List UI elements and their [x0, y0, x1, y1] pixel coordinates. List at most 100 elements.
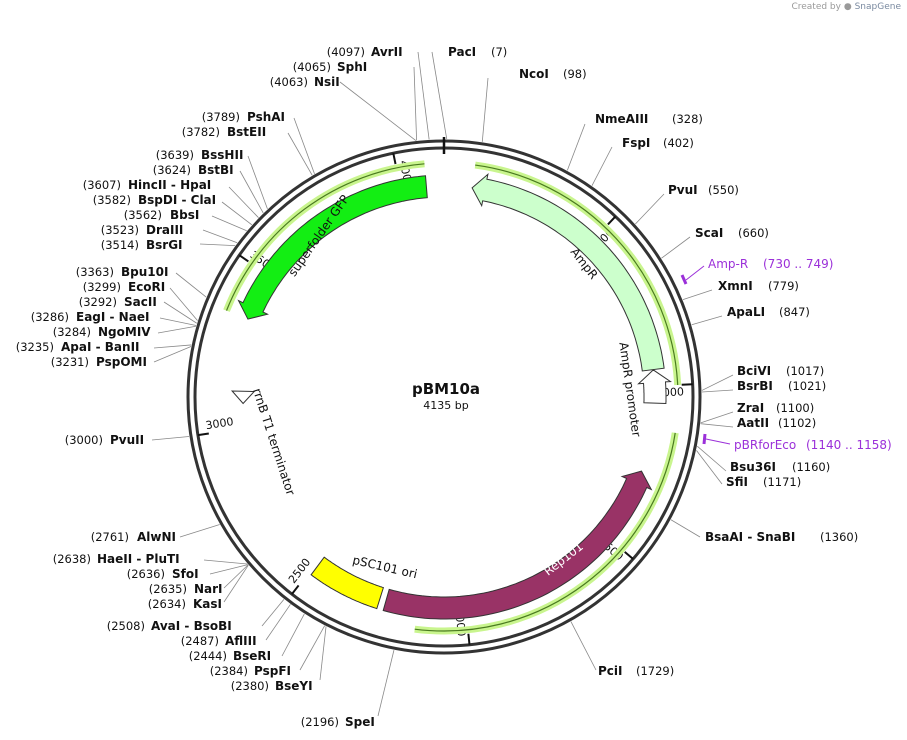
site-bseri[interactable]: (2444) BseRI [189, 649, 271, 663]
plasmid-name: pBM10a [412, 380, 480, 398]
site-bstbi[interactable]: (3624) BstBI [153, 163, 234, 177]
site-hincii-hpai[interactable]: (3607) HincII - HpaI [83, 178, 212, 192]
site-ncoi-pos: (98) [563, 67, 587, 81]
site-leader-4 [481, 77, 489, 142]
site-bseyi[interactable]: (2380) BseYI [231, 679, 313, 693]
site-pvui[interactable]: PvuI (550) [668, 183, 739, 197]
site-bsu36i[interactable]: Bsu36I (1160) [730, 460, 830, 474]
site-leader-24 [261, 599, 285, 627]
primer-amp-r-name: Amp-R [708, 257, 748, 271]
site-pspomi[interactable]: (3231) PspOMI [51, 355, 147, 369]
site-fspi[interactable]: FspI (402) [622, 136, 694, 150]
site-pvui-name: PvuI [668, 183, 698, 197]
site-bpu10i[interactable]: (3363) Bpu10I [76, 265, 169, 279]
site-bseri-name: BseRI [233, 649, 271, 663]
feature-label-psc101-ori: pSC101 ori [351, 553, 418, 581]
site-draiii[interactable]: (3523) DraIII [101, 223, 184, 237]
feature-rrnb-terminator[interactable] [230, 390, 256, 405]
site-alwni[interactable]: (2761) AlwNI [91, 530, 176, 544]
site-aatii[interactable]: AatII (1102) [737, 416, 816, 430]
site-avai-bsobi[interactable]: (2508) AvaI - BsoBI [107, 619, 232, 633]
primer-pbrforeco[interactable]: pBRforEco (1140 .. 1158) [702, 433, 892, 452]
feature-arrows [223, 160, 682, 635]
site-ncoi[interactable]: NcoI (98) [519, 67, 587, 81]
site-zrai[interactable]: ZraI (1100) [737, 401, 814, 415]
site-avrii-name: AvrII [371, 45, 403, 59]
site-eagi-naei[interactable]: (3286) EagI - NaeI [31, 310, 150, 324]
site-afliii[interactable]: (2487) AflIII [181, 634, 257, 648]
site-xmni[interactable]: XmnI (779) [718, 279, 799, 293]
site-pspfi-name: PspFI [254, 664, 291, 678]
site-bsshii-pos: (3639) [156, 148, 194, 162]
feature-ampr[interactable] [471, 172, 665, 372]
site-fspi-pos: (402) [663, 136, 694, 150]
site-pspfi[interactable]: (2384) PspFI [210, 664, 291, 678]
site-leader-42 [228, 186, 259, 218]
site-pshai[interactable]: (3789) PshAI [202, 110, 285, 124]
site-pvui-pos: (550) [708, 183, 739, 197]
site-scai[interactable]: ScaI (660) [695, 226, 769, 240]
site-paci[interactable]: PacI (7) [448, 45, 507, 59]
site-leader-20 [319, 626, 327, 681]
feature-superfolder-gfp[interactable] [237, 175, 428, 320]
site-sacii[interactable]: (3292) SacII [79, 295, 157, 309]
site-haeii-pluti[interactable]: (2638) HaeII - PluTI [53, 552, 180, 566]
tick-4000 [392, 153, 397, 165]
site-bbsi[interactable]: (3562) BbsI [124, 208, 200, 222]
primer-amp-r-range: (730 .. 749) [763, 257, 833, 271]
primer-amp-r[interactable]: Amp-R (730 .. 749) [680, 257, 833, 285]
site-fspi-name: FspI [622, 136, 650, 150]
site-sphi-pos: (4065) [293, 60, 331, 74]
site-pspomi-pos: (3231) [51, 355, 89, 369]
primer-pbrforeco-mark [702, 433, 707, 445]
primer-amp-r-mark [680, 274, 688, 285]
site-leader-39 [202, 229, 238, 244]
site-avrii[interactable]: (4097) AvrII [327, 45, 403, 59]
site-nmeaiii[interactable]: NmeAIII (328) [595, 112, 703, 126]
site-bsaai-snabi[interactable]: BsaAI - SnaBI (1360) [705, 530, 858, 544]
site-bsrgi[interactable]: (3514) BsrGI [101, 238, 183, 252]
site-bsshii[interactable]: (3639) BssHII [156, 148, 244, 162]
site-haeii-pluti-pos: (2638) [53, 552, 91, 566]
feature-psc101-ori[interactable] [310, 556, 385, 610]
snapgene-logo-icon: ● [843, 2, 852, 12]
site-ecori[interactable]: (3299) EcoRI [83, 280, 166, 294]
site-sfii[interactable]: SfiI (1171) [726, 475, 801, 489]
site-sphi-name: SphI [337, 60, 367, 74]
site-apali[interactable]: ApaLI (847) [727, 305, 810, 319]
site-bsteii[interactable]: (3782) BstEII [182, 125, 266, 139]
site-kasi[interactable]: (2634) KasI [148, 597, 222, 611]
site-leader-38 [199, 243, 236, 246]
site-pvuii[interactable]: (3000) PvuII [65, 433, 144, 447]
site-bstbi-pos: (3624) [153, 163, 191, 177]
site-pspfi-pos: (2384) [210, 664, 248, 678]
feature-rep101[interactable] [382, 470, 653, 620]
site-leader-45 [287, 132, 313, 176]
site-spei-name: SpeI [345, 715, 375, 729]
site-sfoi[interactable]: (2636) SfoI [127, 567, 199, 581]
site-afliii-pos: (2487) [181, 634, 219, 648]
site-leader-6 [591, 146, 613, 186]
site-spei[interactable]: (2196) SpeI [301, 715, 375, 729]
site-bcivi[interactable]: BciVI (1017) [737, 364, 824, 378]
site-bstbi-name: BstBI [198, 163, 234, 177]
site-leader-1 [413, 66, 418, 141]
site-bspdi-clai-name: BspDI - ClaI [138, 193, 216, 207]
site-xmni-pos: (779) [768, 279, 799, 293]
tick-label-2500: 2500 [286, 556, 313, 586]
site-sacii-pos: (3292) [79, 295, 117, 309]
feature-ampr-promoter[interactable] [637, 369, 672, 405]
site-bsrbi[interactable]: BsrBI (1021) [737, 379, 826, 393]
site-bseri-pos: (2444) [189, 649, 227, 663]
site-bspdi-clai[interactable]: (3582) BspDI - ClaI [93, 193, 216, 207]
site-pcii[interactable]: PciI (1729) [598, 664, 674, 678]
site-ngomiv[interactable]: (3284) NgoMIV [53, 325, 152, 339]
site-leader-3 [431, 51, 448, 140]
site-bsaai-snabi-name: BsaAI - SnaBI [705, 530, 795, 544]
site-nsii[interactable]: (4063) NsiI [270, 75, 340, 89]
site-nari[interactable]: (2635) NarI [149, 582, 223, 596]
site-bbsi-name: BbsI [170, 208, 199, 222]
site-bpu10i-name: Bpu10I [121, 265, 168, 279]
site-apai-banii[interactable]: (3235) ApaI - BanII [16, 340, 140, 354]
site-sphi[interactable]: (4065) SphI [293, 60, 368, 74]
